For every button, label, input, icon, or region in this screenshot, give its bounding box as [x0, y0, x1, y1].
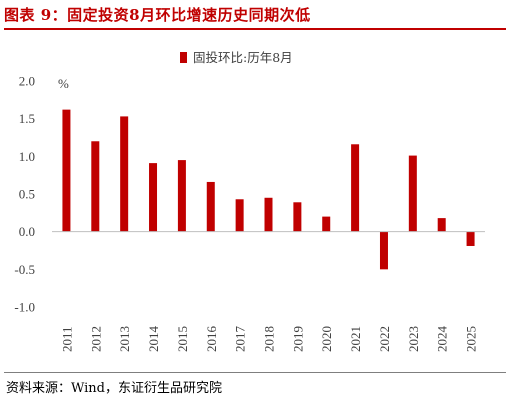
- x-tick-label: 2023: [406, 326, 421, 352]
- x-tick-label: 2021: [348, 326, 363, 352]
- bar-2011: [62, 109, 71, 232]
- y-tick-label: 0.5: [19, 187, 35, 202]
- bar-2018: [264, 197, 273, 232]
- y-tick-label: 1.5: [19, 111, 35, 126]
- bar-2019: [293, 202, 302, 232]
- bars: [62, 109, 475, 270]
- bar-2017: [235, 199, 244, 232]
- x-tick-label: 2017: [233, 326, 248, 353]
- bar-2015: [177, 160, 186, 232]
- source-note: 资料来源：Wind，东证衍生品研究院: [6, 381, 222, 396]
- y-tick-label: 0.0: [19, 224, 35, 239]
- x-axis-ticks: 2011 2012 2013 2014 2015 2016 2017 2018 2019 2020…: [59, 326, 478, 353]
- legend-label: 固投环比:历年8月: [193, 50, 293, 65]
- bar-chart: 固投环比:历年8月 % 2.0 1.5 1.0 0.5 0.0 -0.5 -1.0 2011…: [14, 50, 485, 353]
- x-tick-label: 2025: [464, 326, 479, 352]
- x-tick-label: 2015: [175, 326, 190, 352]
- bar-2013: [120, 116, 129, 232]
- x-tick-label: 2019: [290, 326, 305, 352]
- y-axis-unit: %: [58, 76, 69, 91]
- y-axis-ticks: 2.0 1.5 1.0 0.5 0.0 -0.5 -1.0: [14, 74, 35, 315]
- bar-2021: [351, 144, 360, 232]
- source-rule: [4, 372, 506, 373]
- x-tick-label: 2018: [262, 326, 277, 352]
- x-tick-label: 2014: [146, 326, 161, 353]
- legend-swatch: [180, 52, 187, 63]
- bar-2023: [408, 155, 417, 232]
- x-tick-label: 2013: [117, 326, 132, 352]
- title-rule: [4, 28, 506, 30]
- bar-2014: [149, 163, 158, 232]
- y-tick-label: 2.0: [19, 74, 35, 89]
- bar-2016: [206, 181, 215, 232]
- x-tick-label: 2022: [377, 326, 392, 352]
- x-tick-label: 2016: [204, 326, 219, 353]
- bar-2025: [466, 231, 475, 246]
- y-tick-label: -0.5: [14, 262, 35, 277]
- x-tick-label: 2012: [88, 326, 103, 352]
- y-tick-label: -1.0: [14, 300, 35, 315]
- x-tick-label: 2020: [319, 326, 334, 352]
- page-title: 图表 9：固定投资8月环比增速历史同期次低: [4, 6, 311, 24]
- bar-2024: [437, 218, 446, 232]
- x-tick-label: 2011: [59, 326, 74, 352]
- bar-2012: [91, 141, 100, 232]
- y-tick-label: 1.0: [19, 149, 35, 164]
- bar-2022: [379, 231, 388, 270]
- bar-2020: [322, 216, 331, 232]
- x-tick-label: 2024: [435, 326, 450, 353]
- chart-legend: 固投环比:历年8月: [180, 50, 293, 65]
